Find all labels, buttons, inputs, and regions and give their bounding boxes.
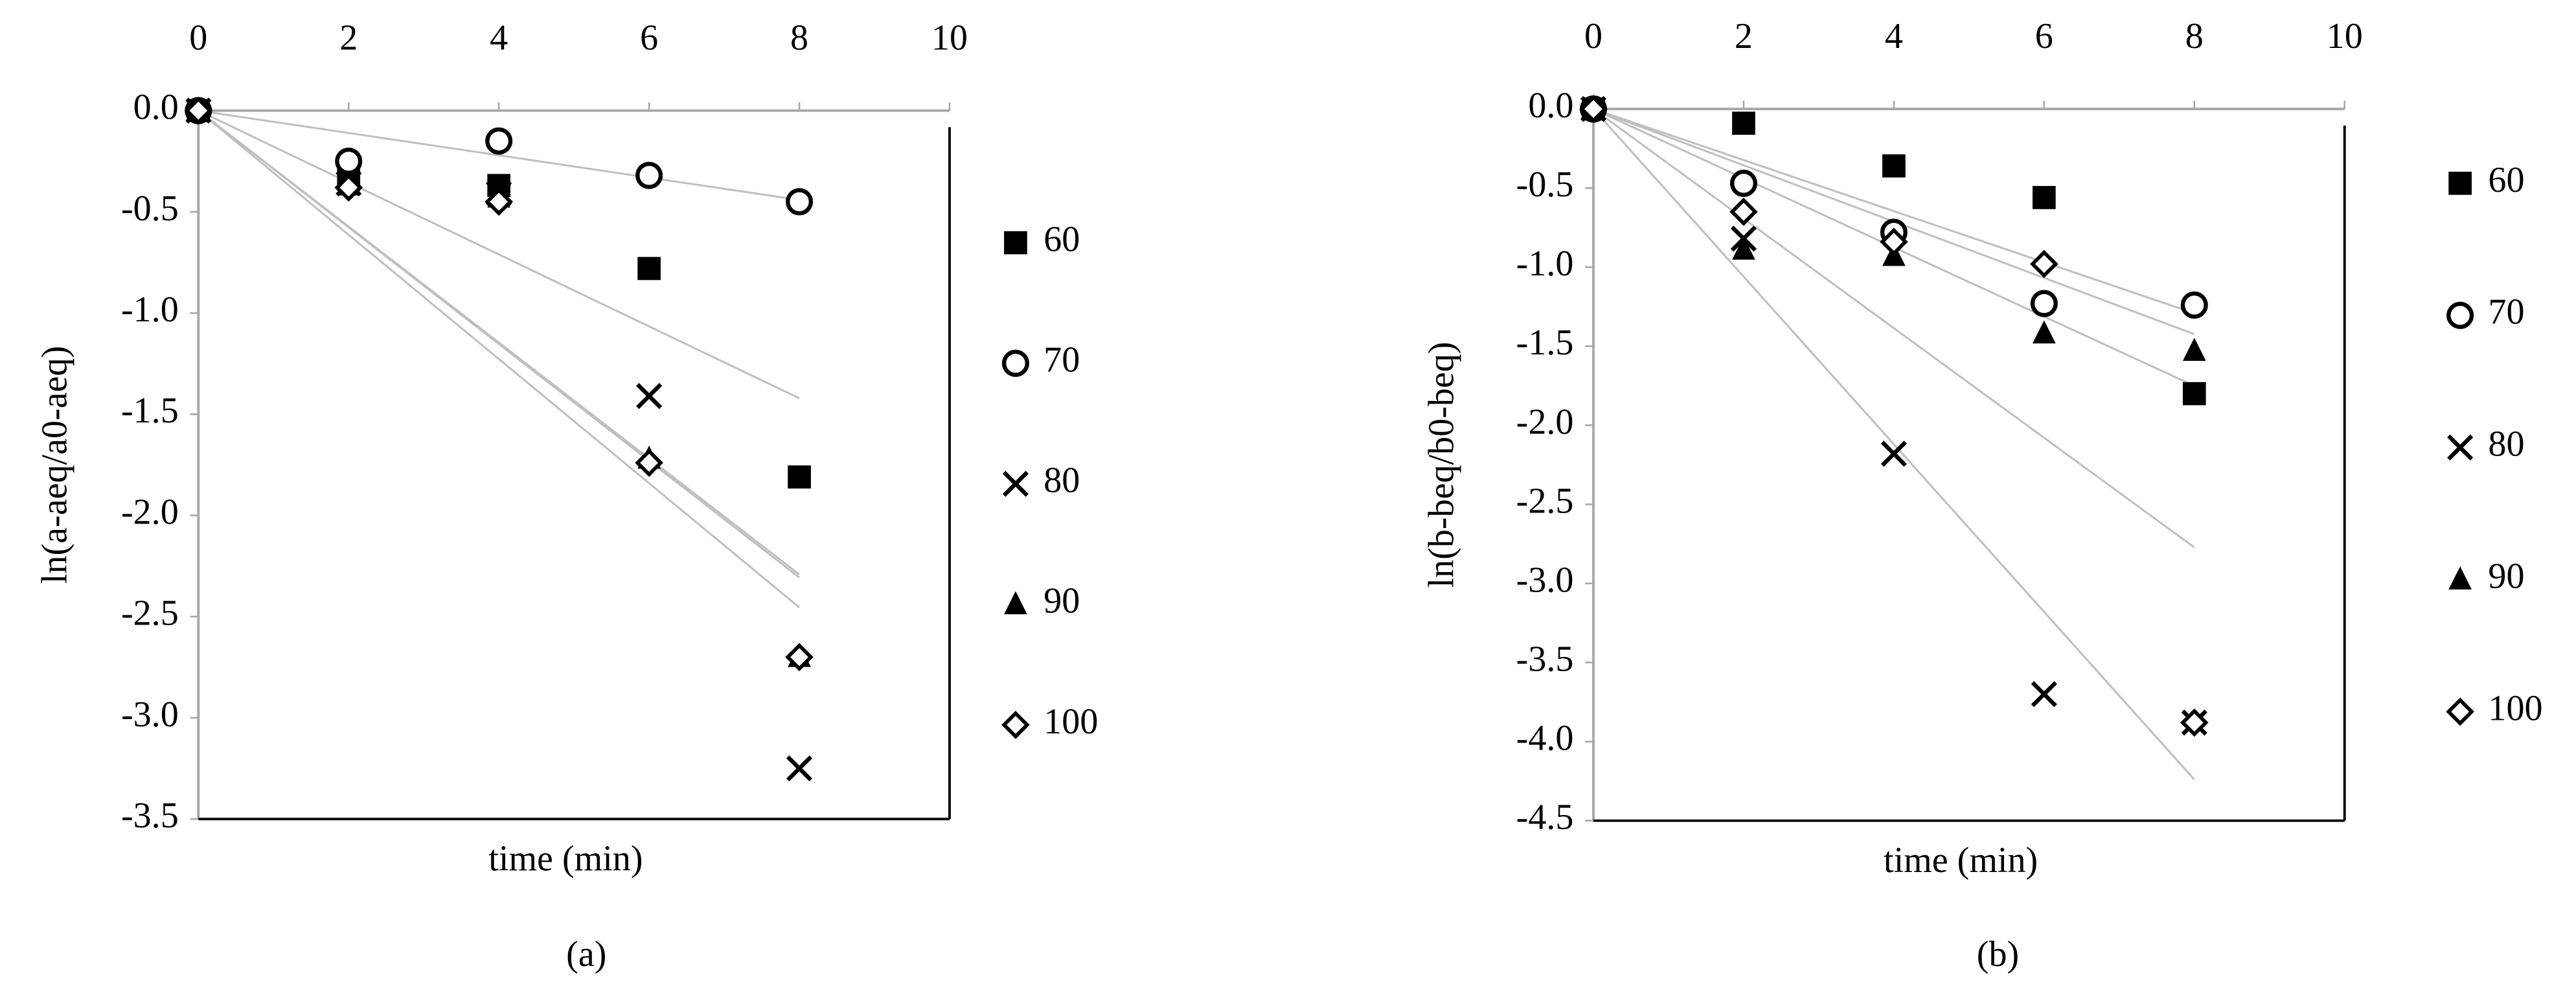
y-tick-label: -1.0 (121, 290, 179, 330)
legend-label: 100 (1043, 702, 1098, 742)
y-tick-label: -2.5 (1516, 481, 1574, 521)
marker-diamond (635, 448, 663, 477)
y-tick-label: -1.5 (1516, 323, 1574, 363)
trendline (198, 109, 801, 579)
y-axis-title: ln(b-beq/b0-beq) (1422, 342, 1462, 588)
legend-label: 90 (2488, 556, 2524, 596)
y-tick-label: -3.0 (1516, 560, 1574, 600)
x-tick-label: 8 (2185, 16, 2204, 56)
marker-diamond (785, 643, 814, 672)
x-tick-label: 0 (1584, 16, 1602, 56)
marker-square (788, 465, 811, 489)
marker-diamond (2180, 708, 2209, 737)
marker-circle (786, 188, 814, 216)
x-tick-label: 2 (339, 18, 358, 58)
marker-circle (1001, 349, 1029, 377)
x-tick-label: 10 (2327, 16, 2363, 56)
caption: (b) (1977, 934, 2019, 974)
marker-x (636, 383, 663, 409)
y-tick-label: -4.5 (1516, 798, 1574, 838)
y-tick-label: -0.5 (1516, 165, 1574, 205)
marker-circle (2446, 301, 2474, 329)
legend-label: 60 (1043, 220, 1080, 260)
legend-label: 70 (1043, 340, 1080, 380)
y-tick-label: -3.5 (121, 796, 179, 836)
marker-circle (1729, 169, 1757, 197)
y-tick-label: -3.5 (1516, 639, 1574, 679)
marker-square (2448, 172, 2472, 195)
legend-label: 90 (1043, 581, 1080, 621)
x-tick-label: 6 (2035, 16, 2053, 56)
trendline (198, 109, 801, 608)
marker-x (1002, 470, 1029, 497)
marker-diamond (1579, 95, 1608, 124)
marker-circle (635, 161, 663, 189)
marker-square (1882, 154, 1906, 178)
y-tick-label: -1.0 (1516, 244, 1574, 284)
legend-label: 80 (2488, 424, 2524, 465)
x-tick-label: 2 (1735, 16, 1753, 56)
trendline (198, 109, 800, 201)
caption: (a) (566, 934, 606, 974)
x-tick-label: 6 (640, 18, 658, 58)
x-tick-label: 4 (1885, 16, 1903, 56)
y-tick-label: -1.5 (121, 391, 179, 431)
marker-circle (2030, 290, 2058, 317)
marker-diamond (484, 187, 513, 216)
marker-x (2447, 434, 2474, 461)
marker-x (786, 755, 813, 782)
legend-label: 70 (2488, 292, 2524, 332)
marker-triangle (1732, 236, 1755, 260)
marker-triangle (2032, 320, 2056, 344)
marker-x (1880, 441, 1907, 467)
marker-circle (2180, 291, 2208, 319)
marker-triangle (2182, 338, 2206, 362)
marker-diamond (2446, 697, 2474, 726)
marker-triangle (2448, 566, 2472, 590)
marker-square (2032, 186, 2056, 209)
y-tick-label: 0.0 (133, 87, 179, 128)
marker-circle (335, 147, 363, 175)
marker-circle (485, 127, 513, 155)
marker-diamond (1880, 227, 1908, 257)
chart: 0 2 4 6 8 10 0.0 -0.5 -1.0 -1.5 -2.0 -2.5 -3.0 -3.5 -4… (1422, 16, 2543, 974)
y-tick-label: -0.5 (121, 189, 179, 229)
marker-triangle (1004, 591, 1027, 615)
marker-diamond (2030, 249, 2058, 279)
x-tick-label: 10 (931, 18, 968, 58)
marker-diamond (1729, 198, 1758, 226)
trendline (1593, 108, 2195, 315)
marker-diamond (184, 96, 213, 125)
trendline (198, 109, 800, 400)
trendline (1593, 108, 2195, 549)
legend-label: 80 (1043, 461, 1080, 501)
marker-square (2182, 382, 2206, 406)
trendline (1592, 108, 2195, 781)
x-tick-label: 8 (790, 18, 808, 58)
marker-square (1004, 231, 1027, 255)
x-axis-title: time (min) (1884, 840, 2038, 880)
y-tick-label: -3.0 (121, 695, 179, 735)
chart: 0 2 4 6 8 10 0.0 -0.5 -1.0 -1.5 -2.0 -2.5 -3.0 -3.5 ti… (35, 18, 1099, 975)
x-axis-title: time (min) (488, 838, 643, 878)
y-axis-title: ln(a-aeq/a0-aeq) (35, 346, 75, 584)
y-tick-label: -2.0 (1516, 402, 1574, 442)
marker-diamond (1001, 711, 1030, 739)
legend-label: 60 (2488, 160, 2524, 200)
legend-label: 100 (2488, 688, 2542, 728)
x-tick-label: 4 (490, 18, 508, 58)
y-tick-label: 0.0 (1528, 86, 1573, 126)
marker-x (2031, 681, 2057, 707)
y-tick-label: -4.0 (1516, 718, 1574, 759)
y-tick-label: -2.0 (121, 492, 179, 532)
marker-diamond (334, 173, 363, 202)
y-tick-label: -2.5 (121, 593, 179, 634)
marker-square (1732, 111, 1755, 135)
marker-square (637, 257, 661, 281)
x-tick-label: 0 (189, 18, 207, 58)
